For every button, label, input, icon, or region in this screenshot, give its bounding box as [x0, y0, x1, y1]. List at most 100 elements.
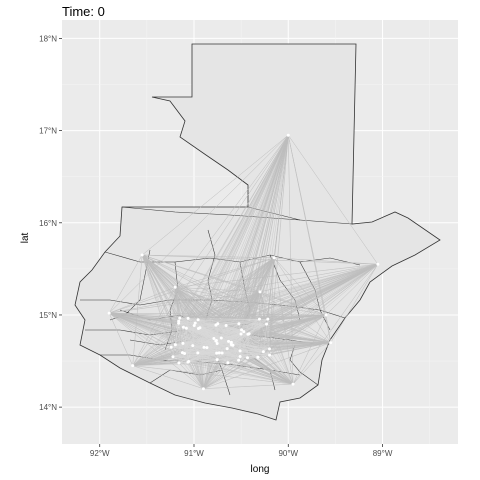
flow-line — [259, 264, 378, 320]
flow-node — [212, 336, 216, 340]
flow-line — [175, 287, 267, 325]
flow-line — [231, 343, 270, 350]
flow-line — [217, 359, 228, 363]
flow-line — [269, 264, 379, 356]
flow-line — [172, 328, 199, 357]
flow-line — [187, 361, 228, 363]
y-tick-label: 15°N — [39, 311, 57, 320]
flow-line — [267, 319, 270, 349]
flow-node — [183, 351, 187, 355]
flow-line — [175, 257, 275, 288]
flow-line — [183, 327, 264, 352]
flow-node — [227, 339, 231, 343]
flow-line — [194, 325, 264, 352]
flow-node — [177, 319, 181, 323]
flow-node — [224, 324, 228, 328]
flow-line — [170, 347, 174, 357]
flow-node — [238, 355, 242, 359]
y-tick-label: 18°N — [39, 34, 57, 43]
flow-line — [203, 347, 264, 352]
flow-line — [227, 356, 258, 363]
flow-node — [178, 316, 182, 320]
flow-line — [175, 344, 204, 389]
flow-line — [172, 356, 218, 360]
flow-node — [177, 321, 181, 325]
flow-line — [273, 135, 289, 258]
flow-line — [178, 320, 195, 326]
flow-line — [178, 361, 188, 364]
flow-line — [175, 287, 260, 320]
flow-line — [238, 291, 261, 324]
flow-node — [131, 364, 135, 368]
flow-line — [175, 287, 268, 320]
flow-line — [142, 254, 331, 343]
flow-node — [193, 321, 197, 325]
flow-line — [187, 361, 294, 385]
flow-node — [196, 318, 200, 322]
flow-line — [226, 325, 264, 352]
flow-line — [178, 291, 261, 322]
flow-line — [188, 318, 267, 325]
flow-line — [273, 257, 327, 316]
flow-line — [288, 135, 379, 265]
flow-line — [175, 287, 240, 324]
flow-line — [183, 327, 216, 342]
flow-line — [178, 353, 185, 363]
x-tick-label: 92°W — [90, 449, 110, 458]
flow-node — [181, 341, 185, 345]
flow-line — [109, 264, 378, 314]
flow-line — [241, 291, 261, 330]
flow-line — [183, 135, 289, 328]
flow-line — [243, 331, 294, 385]
flow-line — [174, 287, 193, 346]
flow-line — [203, 383, 294, 389]
flow-node — [376, 262, 380, 266]
flow-line — [178, 264, 378, 322]
flow-line — [259, 264, 378, 293]
flow-line — [142, 135, 289, 256]
flow-line — [175, 287, 227, 326]
flow-line — [269, 354, 294, 385]
flow-line — [259, 257, 275, 292]
flow-line — [174, 287, 184, 328]
flow-node — [265, 322, 269, 326]
flow-line — [109, 287, 176, 314]
flow-node — [215, 351, 219, 355]
flow-line — [259, 257, 275, 320]
flow-node — [268, 353, 272, 357]
flow-line — [175, 287, 331, 343]
flow-line — [231, 291, 261, 343]
flow-node — [215, 342, 219, 346]
flow-line — [247, 323, 267, 335]
flow-node — [220, 351, 224, 355]
x-tick-label: 89°W — [373, 449, 393, 458]
flow-line — [141, 254, 176, 288]
flow-line — [108, 135, 289, 314]
x-tick-label: 90°W — [278, 449, 298, 458]
flow-line — [109, 312, 184, 328]
flow-line — [109, 312, 204, 389]
flow-node — [217, 351, 221, 355]
x-tick-label: 91°W — [184, 449, 204, 458]
flow-line — [141, 254, 180, 363]
flow-line — [142, 254, 261, 293]
flow-line — [183, 327, 232, 344]
flow-line — [203, 342, 331, 389]
flow-node — [181, 325, 185, 329]
flow-line — [170, 287, 176, 348]
flow-line — [259, 291, 327, 316]
flow-node — [226, 361, 230, 365]
flow-node — [201, 387, 205, 391]
flow-node — [191, 344, 195, 348]
flow-line — [240, 333, 264, 352]
flow-line — [171, 325, 227, 348]
flow-line — [274, 257, 378, 265]
flow-line — [174, 287, 189, 319]
flow-line — [203, 356, 258, 389]
flow-line — [257, 319, 260, 358]
flow-line — [217, 323, 232, 343]
flow-node — [202, 345, 206, 349]
flow-line — [132, 323, 179, 366]
flow-node — [215, 358, 219, 362]
